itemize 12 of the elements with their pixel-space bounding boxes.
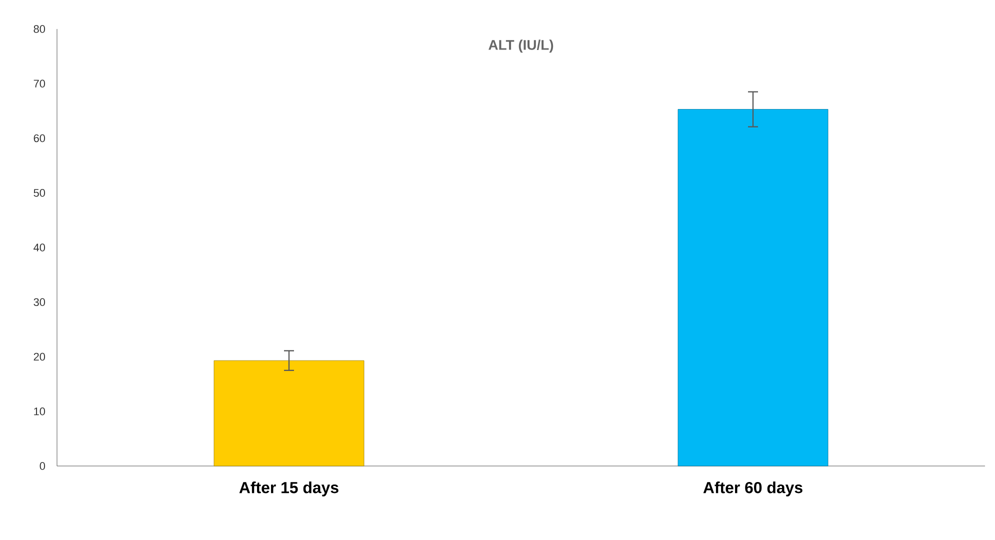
text: ALT (IU/L) [488, 40, 554, 53]
y-tick-label: 50 [34, 189, 46, 197]
x-tick-label: After 15 days [239, 482, 338, 496]
y-tick-label: 80 [34, 25, 46, 33]
y-tick-label: 0 [40, 462, 46, 470]
x-tick-label: After 60 days [703, 482, 802, 496]
y-tick-label: 70 [34, 80, 46, 88]
y-tick-label: 10 [34, 408, 46, 416]
y-tick-label: 30 [34, 298, 46, 306]
y-tick-label: 20 [34, 352, 46, 361]
y-tick-label: 60 [34, 134, 46, 142]
y-tick-label: 40 [34, 244, 46, 252]
